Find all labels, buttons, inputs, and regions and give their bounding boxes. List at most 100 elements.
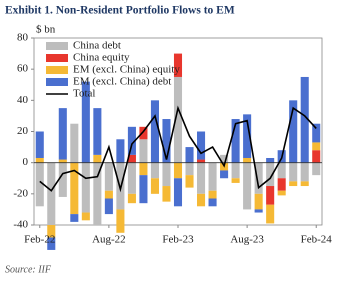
legend-swatch: [46, 54, 68, 62]
y-tick-label: 40: [17, 94, 29, 106]
bar: [266, 186, 275, 205]
bar: [197, 162, 206, 194]
bar: [289, 100, 298, 163]
bar: [231, 178, 240, 183]
x-tick-label: Feb-22: [24, 234, 55, 246]
bar: [173, 53, 183, 77]
bar: [47, 162, 56, 225]
y-tick-label: 60: [17, 63, 29, 75]
bar: [197, 159, 206, 163]
chart-title: Exhibit 1. Non-Resident Portfolio Flows …: [5, 5, 235, 17]
bar: [243, 114, 252, 158]
bar: [312, 142, 321, 151]
legend-label: EM (excl. China) equity: [73, 64, 180, 76]
bar: [173, 162, 183, 179]
bar: [35, 131, 44, 158]
legend-swatch: [46, 66, 68, 74]
bar: [162, 119, 171, 163]
bar: [70, 162, 79, 215]
bar: [300, 181, 309, 187]
bar: [208, 190, 217, 199]
bar: [116, 209, 125, 233]
bar: [300, 162, 309, 182]
bar: [277, 178, 286, 191]
bar: [93, 154, 102, 163]
bar: [312, 123, 321, 143]
bar: [289, 181, 298, 187]
bar: [127, 126, 136, 155]
bar: [231, 162, 240, 179]
bar: [127, 193, 136, 204]
x-tick-label: Feb-23: [162, 234, 194, 246]
legend-label: China equity: [73, 52, 130, 64]
bar: [58, 108, 67, 160]
bar: [254, 209, 263, 213]
bar: [139, 175, 148, 204]
bar: [266, 162, 275, 187]
bar: [197, 131, 206, 160]
y-axis-label: $ bn: [36, 24, 56, 36]
bar: [266, 204, 275, 224]
bar: [243, 157, 252, 163]
bar: [139, 139, 148, 163]
bar: [185, 147, 194, 163]
legend-swatch: [46, 78, 68, 86]
legend-swatch: [46, 42, 68, 50]
y-tick-label: 0: [23, 156, 29, 168]
legend-label: China debt: [73, 40, 121, 52]
bar: [185, 162, 194, 176]
bar: [127, 154, 136, 163]
legend-label: EM (excl. China) debt: [73, 76, 171, 88]
y-tick-label: 80: [17, 32, 29, 44]
bar: [312, 162, 321, 176]
bar: [162, 186, 171, 202]
x-tick-label: Feb-24: [301, 234, 333, 246]
bar: [289, 162, 298, 182]
bar: [70, 214, 79, 222]
bar: [35, 162, 44, 207]
bar: [197, 193, 206, 207]
bar: [58, 162, 67, 197]
bar: [173, 178, 183, 207]
bar: [266, 157, 275, 163]
bar: [139, 162, 148, 176]
bar: [47, 237, 56, 250]
y-tick-label: -20: [13, 187, 28, 199]
source: Source: IIF: [5, 264, 52, 275]
bar: [185, 175, 194, 188]
bar: [47, 225, 56, 238]
bar: [35, 157, 44, 163]
bar: [312, 150, 321, 163]
bar: [220, 154, 229, 163]
bar: [150, 100, 159, 163]
bar: [277, 162, 286, 179]
bar: [277, 190, 286, 196]
bar: [81, 162, 90, 213]
bar: [243, 162, 252, 210]
bar: [220, 170, 229, 179]
bar: [81, 81, 90, 163]
bar: [150, 162, 159, 179]
x-tick-label: Aug-22: [92, 234, 126, 246]
bar: [173, 76, 183, 163]
x-tick-label: Aug-23: [230, 234, 264, 246]
bar: [58, 159, 67, 163]
bar: [162, 162, 171, 187]
bar: [93, 162, 102, 225]
bar: [150, 178, 159, 194]
bar: [208, 162, 217, 191]
bar: [254, 162, 263, 194]
total-line: [39, 105, 317, 193]
bar: [254, 193, 263, 210]
bar: [104, 190, 113, 199]
bar: [93, 108, 102, 155]
y-tick-label: -40: [13, 219, 28, 231]
bar: [104, 198, 113, 215]
bar: [208, 198, 217, 207]
bar: [70, 123, 79, 163]
y-tick-label: 20: [17, 125, 29, 137]
legend-label: Total: [73, 88, 95, 100]
bar: [139, 126, 148, 140]
bar: [231, 119, 240, 163]
